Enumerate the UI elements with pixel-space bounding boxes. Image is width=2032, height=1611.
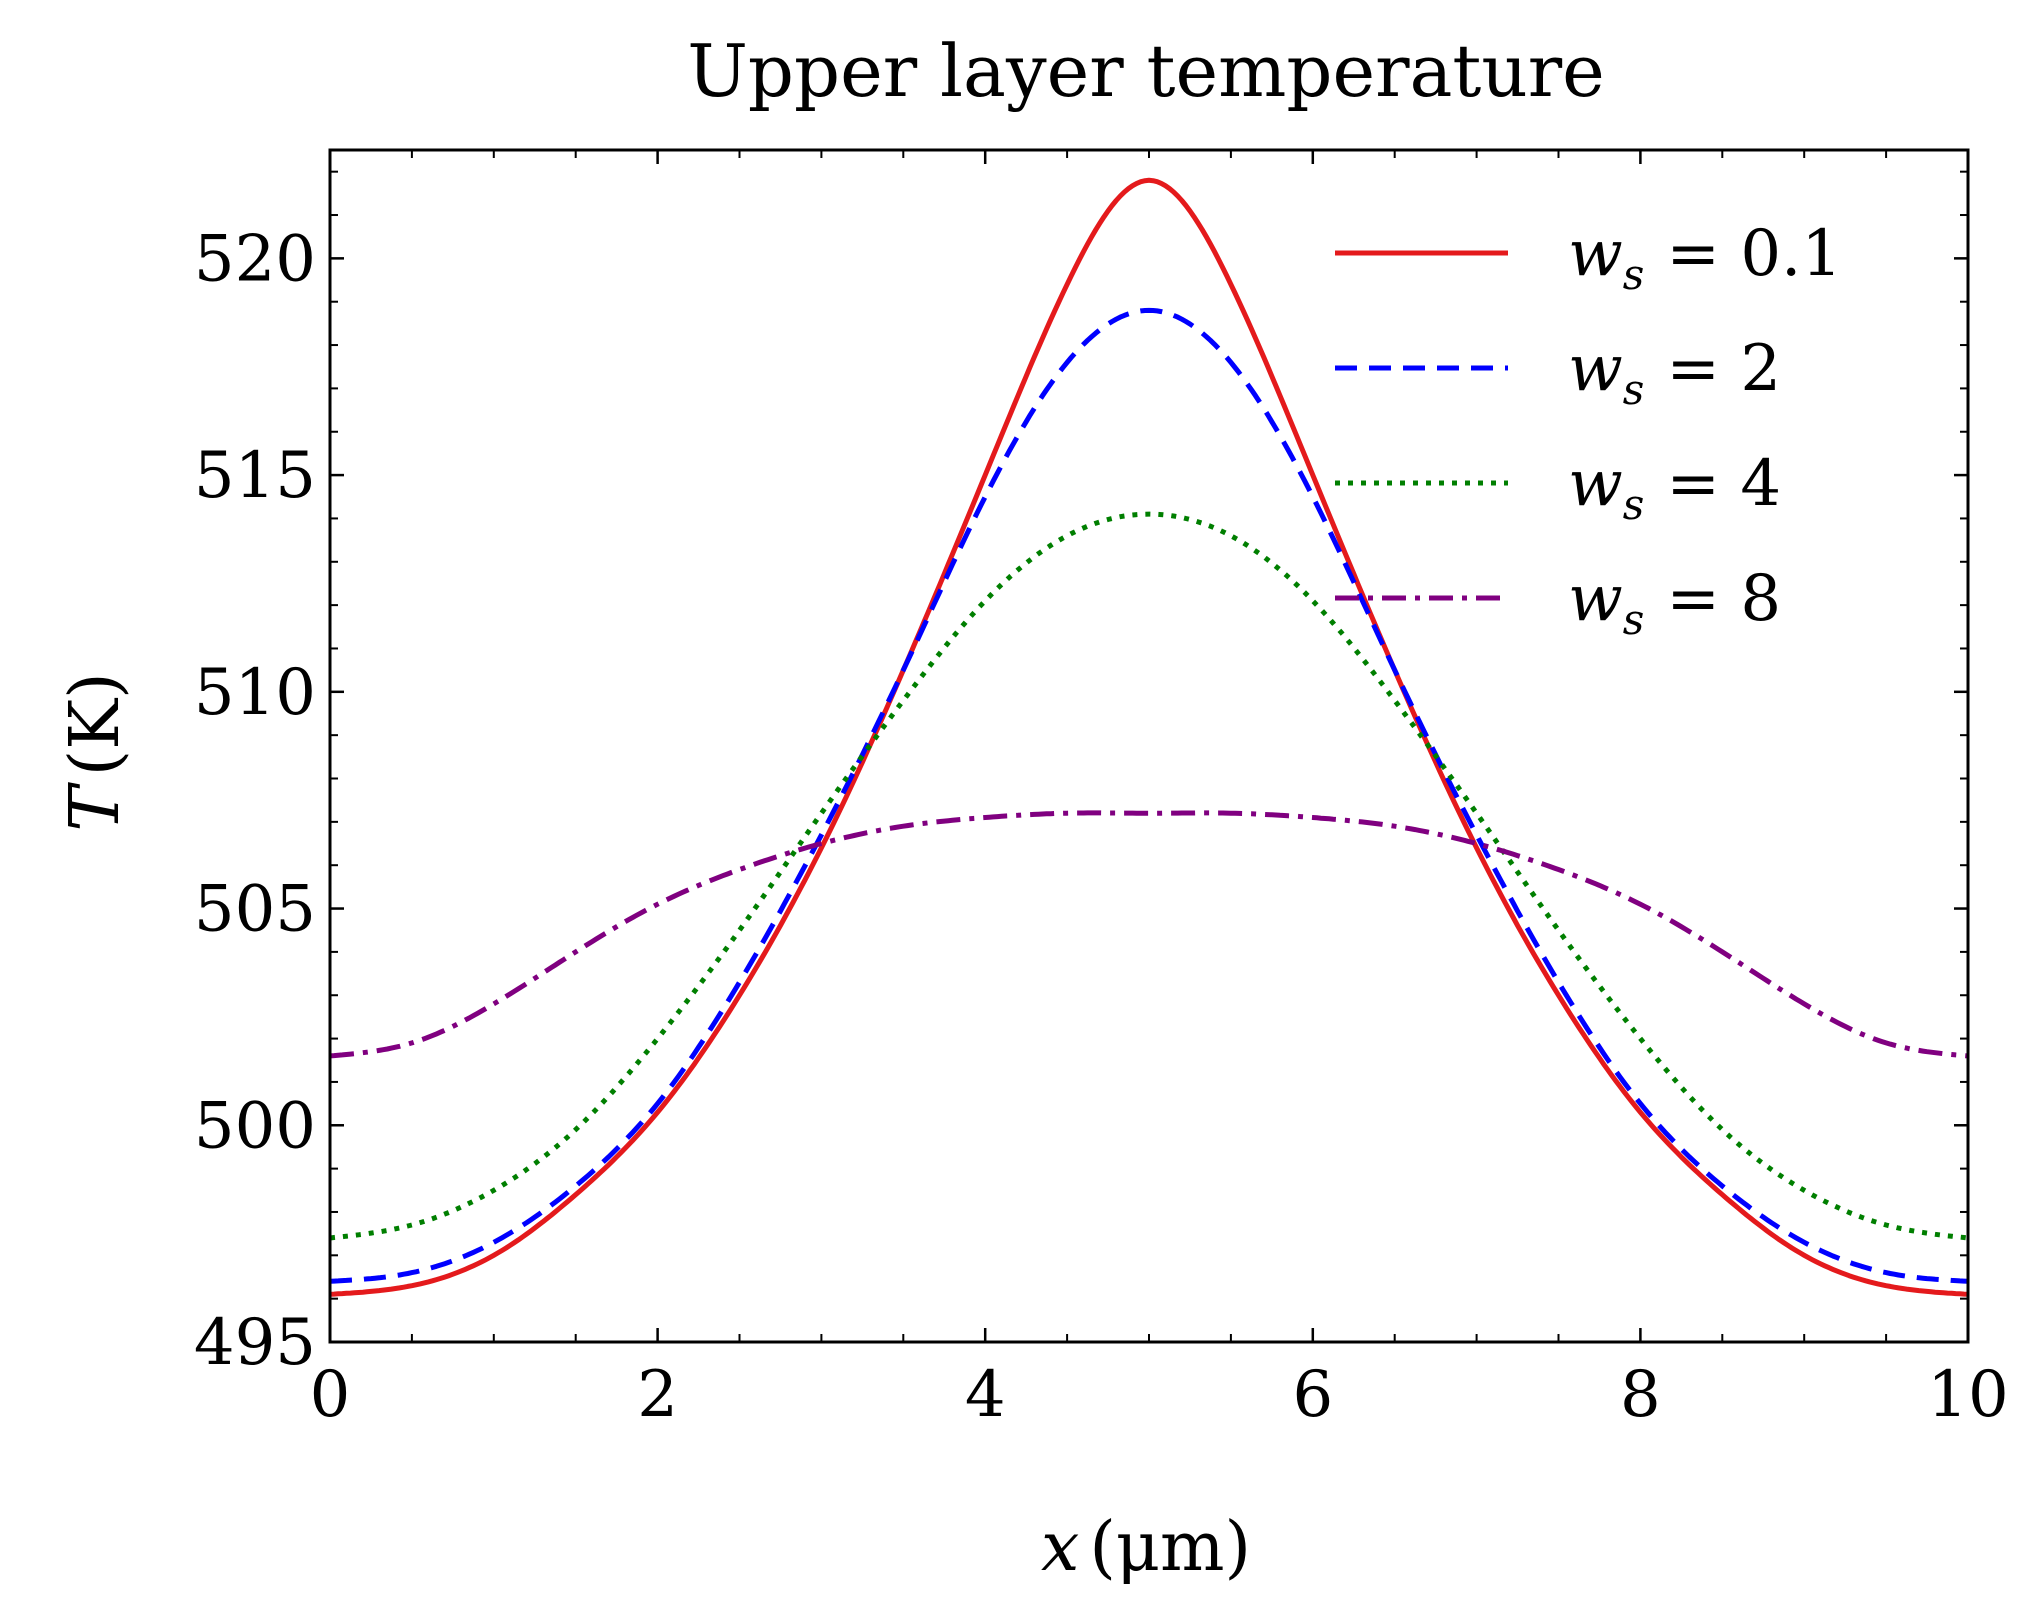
series-line-2 (329, 307, 1969, 1284)
x-tick-label: 4 (965, 1358, 1006, 1432)
x-tick-label: 0 (310, 1358, 351, 1432)
legend-label-3: ws = 4 (1568, 447, 1781, 529)
x-axis-title: x (μm) (1041, 1508, 1251, 1587)
legend-label-1: ws = 0.1 (1568, 217, 1842, 299)
y-tick-label: 515 (194, 439, 316, 513)
legend-label-subscript: s (1623, 480, 1645, 529)
x-axis-var: x (1041, 1508, 1079, 1587)
x-tick-label: 10 (1927, 1358, 2008, 1432)
legend-label-var: w (1568, 562, 1623, 636)
y-axis-var: T (56, 782, 135, 832)
legend-label-value: = 4 (1666, 447, 1781, 521)
series-line-4 (329, 810, 1969, 1059)
y-tick-label: 505 (194, 873, 316, 947)
legend-label-var: w (1568, 217, 1623, 291)
x-tick-label: 2 (637, 1358, 678, 1432)
legend-label-value: = 8 (1666, 562, 1781, 636)
x-tick-label: 6 (1292, 1358, 1333, 1432)
legend: ws = 0.1ws = 2ws = 4ws = 8 (1335, 217, 1842, 644)
series-lines (329, 177, 1969, 1297)
y-tick-label: 510 (194, 656, 316, 730)
tick-labels: 0 2 4 6 8 10 495 500 505 510 515 520 (194, 222, 2009, 1432)
axis-ticks (328, 150, 1970, 1344)
legend-label-value: = 0.1 (1666, 217, 1842, 291)
legend-label-subscript: s (1623, 365, 1645, 414)
y-tick-label: 500 (194, 1089, 316, 1163)
legend-label-subscript: s (1623, 250, 1645, 299)
legend-label-2: ws = 2 (1568, 332, 1781, 414)
y-axis-title: T (K) (56, 672, 135, 831)
series-line-1 (329, 177, 1969, 1297)
chart-title: Upper layer temperature (687, 29, 1605, 113)
legend-label-value: = 2 (1666, 332, 1781, 406)
legend-label-var: w (1568, 332, 1623, 406)
series-line-3 (329, 511, 1969, 1241)
y-tick-label: 520 (194, 222, 316, 296)
x-tick-label: 8 (1620, 1358, 1661, 1432)
legend-label-subscript: s (1623, 595, 1645, 644)
legend-label-var: w (1568, 447, 1623, 521)
x-axis-unit: (μm) (1089, 1508, 1251, 1587)
y-axis-unit: (K) (56, 672, 135, 776)
y-tick-label: 495 (194, 1306, 316, 1380)
plot-frame (328, 148, 1970, 1344)
legend-label-4: ws = 8 (1568, 562, 1781, 644)
